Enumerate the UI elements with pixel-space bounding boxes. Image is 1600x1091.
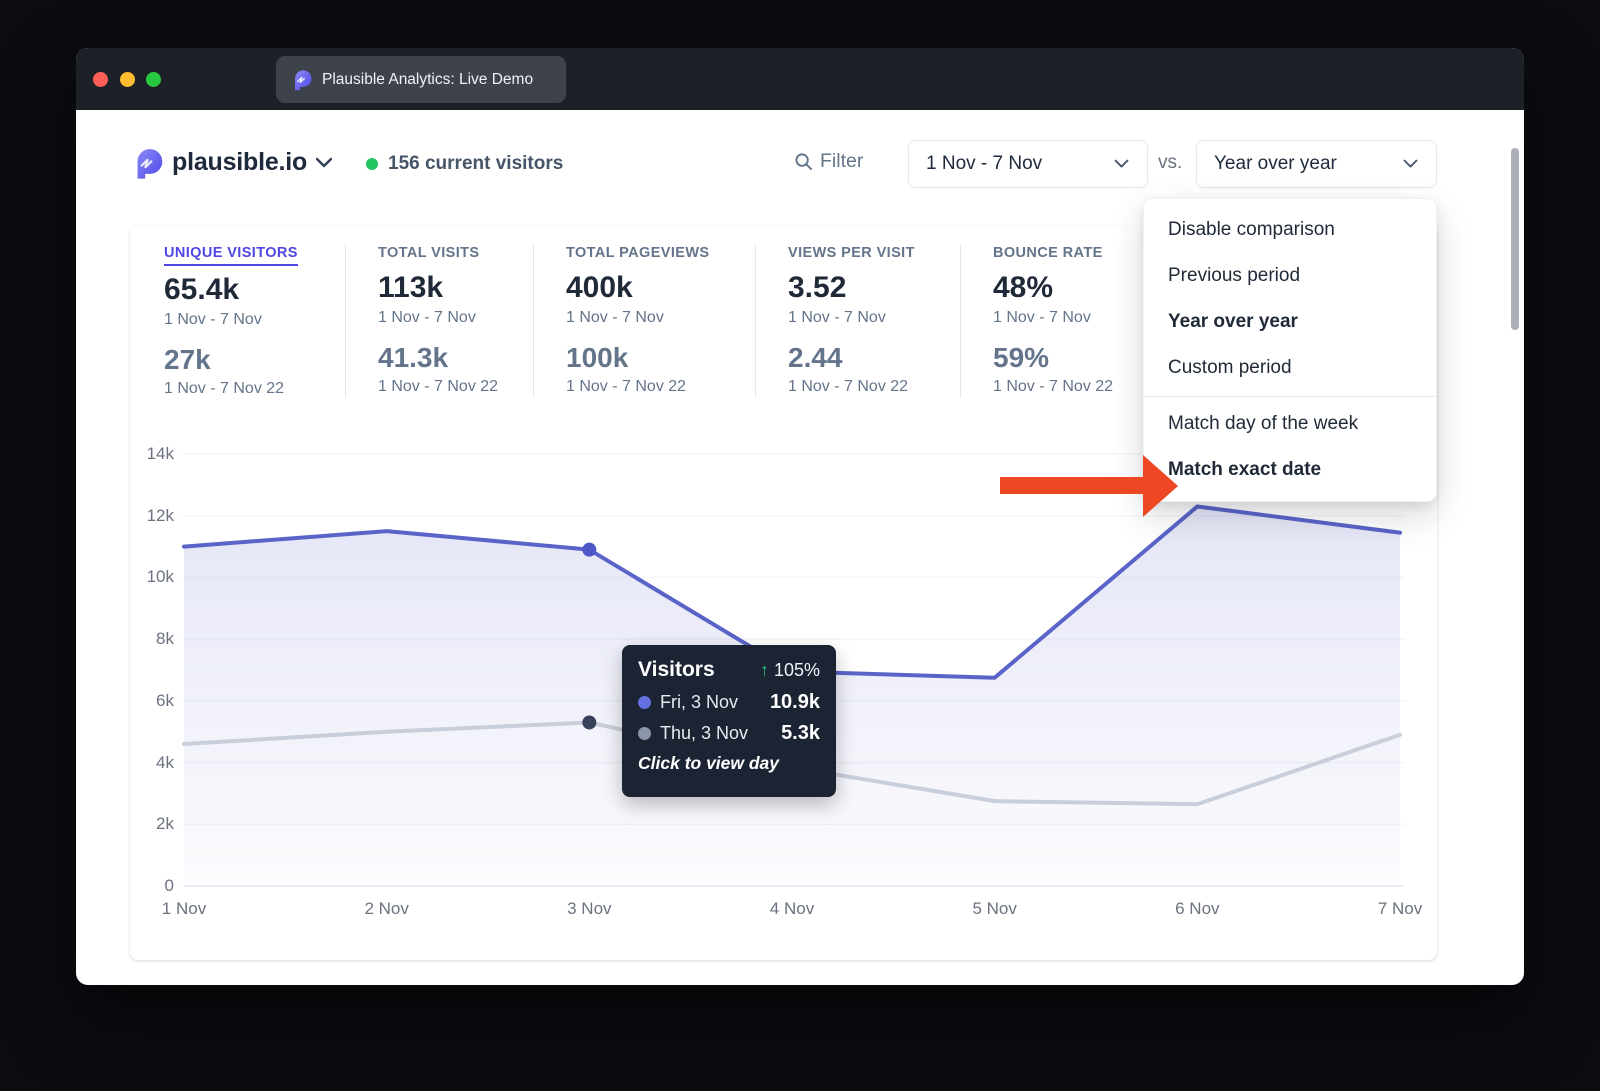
close-window-button[interactable] xyxy=(93,72,108,87)
stat-comparison-period: 1 Nov - 7 Nov 22 xyxy=(993,378,1114,395)
y-axis-label: 4k xyxy=(156,752,174,772)
site-switcher[interactable]: plausible.io xyxy=(172,148,308,176)
x-axis-label: 1 Nov xyxy=(161,899,207,918)
stat-comparison-period: 1 Nov - 7 Nov 22 xyxy=(788,378,909,395)
menu-item-match-day-of-week[interactable]: Match day of the week xyxy=(1168,413,1359,434)
x-axis-label: 2 Nov xyxy=(364,899,409,918)
series-dot-previous xyxy=(638,727,651,740)
stat-total-visits: TOTAL VISITS 113k 1 Nov - 7 Nov 41.3k 1 … xyxy=(345,244,533,398)
menu-item-match-exact-date[interactable]: Match exact date xyxy=(1168,459,1322,480)
stat-period: 1 Nov - 7 Nov xyxy=(993,309,1091,326)
stat-comparison-value: 2.44 xyxy=(788,342,843,373)
y-axis-label: 14k xyxy=(146,444,174,463)
x-axis-label: 7 Nov xyxy=(1377,899,1423,918)
chevron-down-icon[interactable] xyxy=(314,156,334,170)
titlebar: Plausible Analytics: Live Demo xyxy=(76,48,1524,110)
menu-item-disable-comparison[interactable]: Disable comparison xyxy=(1168,219,1335,240)
y-axis-label: 8k xyxy=(156,629,174,649)
stat-views-per-visit: VIEWS PER VISIT 3.52 1 Nov - 7 Nov 2.44 … xyxy=(755,244,960,398)
stat-tab-unique-visitors[interactable]: UNIQUE VISITORS xyxy=(164,245,298,266)
annotation-arrow-icon xyxy=(1000,455,1178,517)
plausible-favicon-icon xyxy=(295,69,312,90)
vs-label: vs. xyxy=(1158,152,1183,173)
browser-tab[interactable]: Plausible Analytics: Live Demo xyxy=(276,56,566,103)
traffic-lights xyxy=(76,48,276,110)
stat-value: 113k xyxy=(378,271,444,304)
tooltip-row-previous: Thu, 3 Nov 5.3k xyxy=(638,722,820,745)
date-range-value: 1 Nov - 7 Nov xyxy=(926,153,1043,174)
stat-value: 48% xyxy=(993,271,1054,304)
tab-title: Plausible Analytics: Live Demo xyxy=(322,70,534,88)
x-axis-label: 6 Nov xyxy=(1175,899,1220,918)
minimize-window-button[interactable] xyxy=(120,72,135,87)
stat-period: 1 Nov - 7 Nov xyxy=(164,311,262,328)
stat-comparison-period: 1 Nov - 7 Nov 22 xyxy=(164,380,285,397)
stat-tab-bounce-rate[interactable]: BOUNCE RATE xyxy=(993,245,1103,261)
stat-comparison-value: 100k xyxy=(566,342,629,373)
page-header: plausible.io 156 current visitors Filter… xyxy=(76,140,1524,188)
menu-item-previous-period[interactable]: Previous period xyxy=(1168,265,1301,286)
chart-tooltip: Visitors ↑ 105% Fri, 3 Nov 10.9k Thu, 3 … xyxy=(622,645,836,797)
up-arrow-icon: ↑ xyxy=(759,660,769,680)
stat-value: 400k xyxy=(566,271,633,304)
stat-value: 3.52 xyxy=(788,271,847,304)
y-axis-label: 10k xyxy=(146,567,174,587)
tooltip-change: ↑ 105% xyxy=(759,660,820,680)
scrollbar-thumb[interactable] xyxy=(1511,148,1519,330)
chevron-down-icon xyxy=(1403,159,1418,168)
stat-comparison-value: 41.3k xyxy=(378,342,449,373)
menu-item-custom-period[interactable]: Custom period xyxy=(1168,357,1292,378)
date-range-select[interactable]: 1 Nov - 7 Nov xyxy=(908,140,1148,188)
comparison-select[interactable]: Year over year xyxy=(1196,140,1437,188)
x-axis-label: 5 Nov xyxy=(972,899,1017,918)
search-icon xyxy=(795,153,813,171)
stat-comparison-period: 1 Nov - 7 Nov 22 xyxy=(566,378,687,395)
current-visitors: 156 current visitors xyxy=(366,153,563,175)
y-axis-label: 6k xyxy=(156,690,174,710)
stat-tab-views-per-visit[interactable]: VIEWS PER VISIT xyxy=(788,245,915,261)
stat-tab-total-visits[interactable]: TOTAL VISITS xyxy=(378,245,480,261)
stat-bounce-rate: BOUNCE RATE 48% 1 Nov - 7 Nov 59% 1 Nov … xyxy=(960,244,1113,398)
stat-comparison-period: 1 Nov - 7 Nov 22 xyxy=(378,378,499,395)
tooltip-footer: Click to view day xyxy=(638,753,780,773)
series-dot-current xyxy=(638,696,651,709)
stat-period: 1 Nov - 7 Nov xyxy=(566,309,664,326)
stat-value: 65.4k xyxy=(164,273,240,306)
menu-divider xyxy=(1144,396,1436,397)
comparison-value: Year over year xyxy=(1214,153,1337,174)
tooltip-title: Visitors xyxy=(638,658,715,681)
fullscreen-window-button[interactable] xyxy=(146,72,161,87)
y-axis-label: 12k xyxy=(146,505,174,525)
x-axis-label: 3 Nov xyxy=(567,899,612,918)
stat-tab-total-pageviews[interactable]: TOTAL PAGEVIEWS xyxy=(566,245,710,261)
filter-label: Filter xyxy=(820,150,864,172)
x-axis-label: 4 Nov xyxy=(769,899,815,918)
filter-button[interactable]: Filter xyxy=(794,150,863,173)
browser-window: Plausible Analytics: Live Demo plausible… xyxy=(76,48,1524,985)
y-axis-label: 0 xyxy=(164,876,174,895)
stat-comparison-value: 27k xyxy=(164,344,211,375)
stat-unique-visitors: UNIQUE VISITORS 65.4k 1 Nov - 7 Nov 27k … xyxy=(130,244,345,398)
tooltip-row-current: Fri, 3 Nov 10.9k xyxy=(638,691,820,714)
menu-item-year-over-year[interactable]: Year over year xyxy=(1168,311,1298,332)
stat-period: 1 Nov - 7 Nov xyxy=(788,309,886,326)
stat-total-pageviews: TOTAL PAGEVIEWS 400k 1 Nov - 7 Nov 100k … xyxy=(533,244,755,398)
stats-row: UNIQUE VISITORS 65.4k 1 Nov - 7 Nov 27k … xyxy=(130,225,1437,398)
current-visitors-label: 156 current visitors xyxy=(388,153,564,174)
comparison-menu: Disable comparison Previous period Year … xyxy=(1143,198,1437,502)
y-axis-label: 2k xyxy=(156,814,174,834)
plausible-logo-icon xyxy=(137,149,163,179)
stat-period: 1 Nov - 7 Nov xyxy=(378,309,476,326)
chevron-down-icon xyxy=(1114,159,1129,168)
live-indicator-dot xyxy=(366,158,378,170)
stat-comparison-value: 59% xyxy=(993,342,1050,373)
